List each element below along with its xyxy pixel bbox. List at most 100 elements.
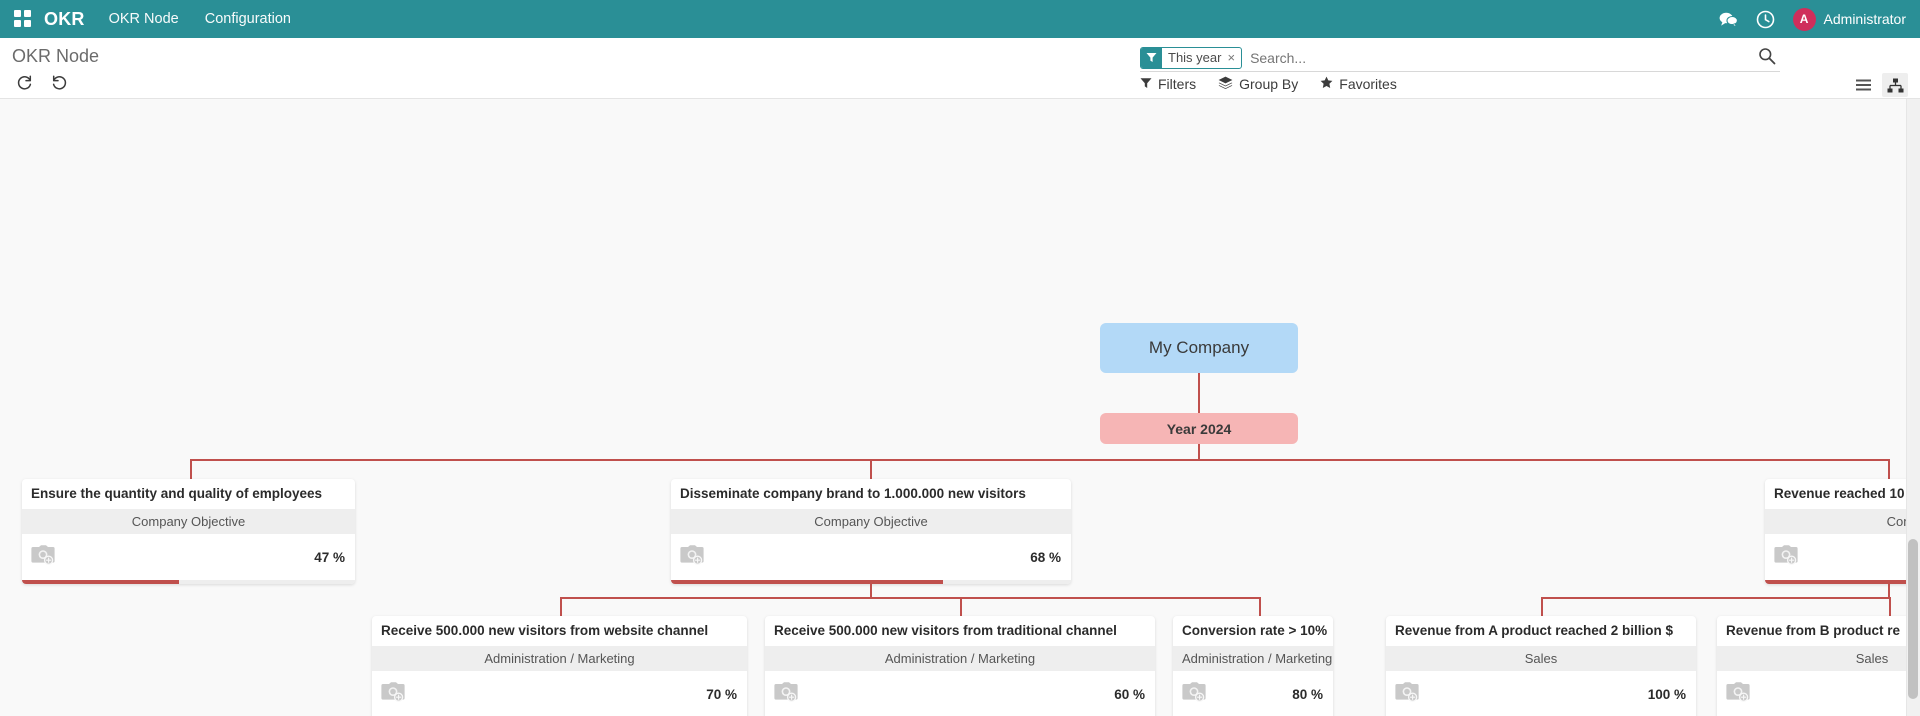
image-placeholder-icon[interactable]: [680, 545, 704, 570]
progress-track: [671, 580, 1071, 584]
search-view: This year ×: [1140, 44, 1780, 72]
progress-track: [1765, 580, 1920, 584]
list-icon[interactable]: [1850, 73, 1876, 97]
undo-icon[interactable]: [51, 74, 68, 91]
search-input[interactable]: [1250, 49, 1780, 66]
connector-level1-drop-3: [1888, 459, 1890, 479]
chat-bubble-icon[interactable]: [1719, 11, 1738, 28]
okr-card-revenue-reached[interactable]: Revenue reached 10 Company Obje: [1765, 479, 1920, 584]
favorites-menu-label: Favorites: [1339, 76, 1397, 92]
card-percent: 70 %: [706, 687, 737, 703]
reload-icon[interactable]: [16, 74, 33, 91]
okr-card-revenue-b-product[interactable]: Revenue from B product re Sales: [1717, 616, 1920, 716]
node-year-2024-label: Year 2024: [1166, 420, 1232, 437]
connector-disseminate-drop: [870, 584, 872, 599]
search-facet-label: This year: [1168, 50, 1222, 65]
card-percent: 100 %: [1647, 687, 1686, 703]
node-my-company[interactable]: My Company: [1100, 323, 1298, 373]
card-subtitle: Sales: [1717, 645, 1920, 671]
control-panel: OKR Node This year ×: [0, 38, 1920, 99]
card-title: Disseminate company brand to 1.000.000 n…: [680, 486, 1026, 501]
control-panel-actions: [16, 74, 68, 91]
search-icon[interactable]: [1758, 47, 1776, 70]
image-placeholder-icon[interactable]: [31, 545, 55, 570]
card-body: 60 %: [765, 671, 1155, 716]
card-body: 70 %: [372, 671, 747, 716]
okr-card-revenue-a-product[interactable]: Revenue from A product reached 2 billion…: [1386, 616, 1696, 716]
connector-level1-drop-2: [870, 459, 872, 479]
card-subtitle: Administration / Marketing: [372, 645, 747, 671]
progress-fill: [1765, 580, 1920, 584]
node-year-2024[interactable]: Year 2024: [1100, 413, 1298, 444]
okr-card-ensure-quantity-quality-employees[interactable]: Ensure the quantity and quality of emplo…: [22, 479, 355, 584]
card-title: Receive 500.000 new visitors from tradit…: [774, 623, 1117, 638]
image-placeholder-icon[interactable]: [381, 682, 405, 707]
card-body: 47 %: [22, 534, 355, 584]
card-subtitle: Company Objective: [22, 508, 355, 534]
card-title: Conversion rate > 10%: [1182, 623, 1328, 638]
okr-card-conversion-rate[interactable]: Conversion rate > 10% Administration / M…: [1173, 616, 1333, 716]
connector-company-year: [1198, 373, 1200, 425]
card-percent: 47 %: [314, 550, 345, 566]
connector-level1-bus: [190, 459, 1890, 461]
hierarchy-icon[interactable]: [1882, 73, 1908, 97]
view-switcher: [1850, 73, 1908, 97]
card-body: [1765, 534, 1920, 584]
navbar-right-group: A Administrator: [1719, 0, 1906, 38]
clock-icon[interactable]: [1756, 10, 1775, 29]
okr-card-receive-500000-website[interactable]: Receive 500.000 new visitors from websit…: [372, 616, 747, 716]
connector-revenue-drop: [1888, 584, 1890, 599]
okr-card-receive-500000-traditional[interactable]: Receive 500.000 new visitors from tradit…: [765, 616, 1155, 716]
connector-level2-drop-d: [1541, 597, 1543, 617]
search-facet-this-year[interactable]: This year ×: [1140, 46, 1243, 69]
card-title: Revenue reached 10: [1774, 486, 1905, 501]
card-subtitle: Administration / Marketing: [765, 645, 1155, 671]
connector-level2-drop-a: [560, 597, 562, 617]
scrollbar-thumb[interactable]: [1908, 539, 1918, 699]
org-chart-canvas[interactable]: My Company Year 2024 Ensure the quantity…: [0, 99, 1920, 716]
apps-grid-icon[interactable]: [14, 10, 32, 28]
star-icon: [1320, 76, 1333, 92]
navbar-menu-configuration[interactable]: Configuration: [204, 11, 291, 27]
vertical-scrollbar[interactable]: [1906, 99, 1920, 716]
card-body: 100 %: [1386, 671, 1696, 716]
control-panel-menus: Filters Group By Favorites: [1140, 76, 1397, 92]
connector-level2-drop-b: [960, 597, 962, 617]
card-percent: 80 %: [1292, 687, 1323, 703]
connector-level2-drop-e: [1889, 597, 1891, 617]
card-title: Receive 500.000 new visitors from websit…: [381, 623, 709, 638]
card-title: Revenue from B product re: [1726, 623, 1901, 638]
user-name: Administrator: [1823, 11, 1906, 27]
avatar: A: [1792, 7, 1816, 31]
card-subtitle: Company Obje: [1765, 508, 1920, 534]
close-icon[interactable]: ×: [1227, 50, 1236, 65]
progress-track: [22, 580, 355, 584]
connector-year-drop: [1198, 444, 1200, 460]
user-menu[interactable]: A Administrator: [1792, 7, 1906, 31]
breadcrumb[interactable]: OKR Node: [12, 46, 100, 66]
okr-card-disseminate-company-brand[interactable]: Disseminate company brand to 1.000.000 n…: [671, 479, 1071, 584]
filters-menu-label: Filters: [1158, 76, 1197, 92]
card-percent: 60 %: [1114, 687, 1145, 703]
filter-icon: [1141, 47, 1162, 68]
connector-level2-drop-c: [1259, 597, 1261, 617]
card-body: [1717, 671, 1920, 716]
card-subtitle: Administration / Marketing: [1173, 645, 1333, 671]
filter-icon: [1140, 76, 1152, 92]
image-placeholder-icon[interactable]: [1774, 545, 1798, 570]
image-placeholder-icon[interactable]: [1182, 682, 1206, 707]
layers-icon: [1218, 76, 1233, 92]
favorites-menu[interactable]: Favorites: [1320, 76, 1397, 92]
card-subtitle: Company Objective: [671, 508, 1071, 534]
card-title: Ensure the quantity and quality of emplo…: [31, 486, 323, 501]
filters-menu[interactable]: Filters: [1140, 76, 1196, 92]
card-title: Revenue from A product reached 2 billion…: [1395, 623, 1674, 638]
node-my-company-label: My Company: [1148, 338, 1250, 357]
image-placeholder-icon[interactable]: [774, 682, 798, 707]
group-by-menu[interactable]: Group By: [1218, 76, 1298, 92]
app-brand[interactable]: OKR: [44, 8, 85, 29]
navbar-menu-okr-node[interactable]: OKR Node: [108, 11, 179, 27]
image-placeholder-icon[interactable]: [1395, 682, 1419, 707]
image-placeholder-icon[interactable]: [1726, 682, 1750, 707]
card-body: 68 %: [671, 534, 1071, 584]
